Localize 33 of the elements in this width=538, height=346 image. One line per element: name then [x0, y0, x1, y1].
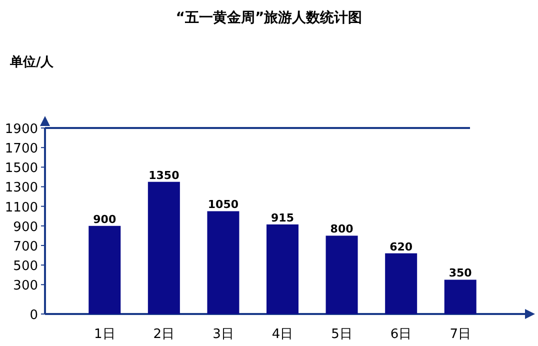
x-tick-label: 5日 — [331, 327, 352, 342]
x-tick-label: 3日 — [212, 327, 234, 342]
x-tick-label: 6日 — [390, 327, 412, 342]
bar — [326, 236, 358, 314]
y-tick-label: 1900 — [4, 122, 38, 137]
data-label: 800 — [330, 222, 354, 236]
bar — [444, 280, 476, 314]
bar — [88, 226, 121, 314]
data-label: 620 — [390, 240, 413, 254]
y-tick-label: 1300 — [4, 180, 38, 196]
bar — [385, 253, 418, 314]
bar — [148, 182, 180, 314]
x-tick-label: 2日 — [153, 327, 175, 342]
y-axis-title: 单位/人 — [9, 54, 55, 70]
y-tick-label: 900 — [13, 220, 38, 235]
x-tick-label: 7日 — [450, 327, 471, 342]
y-tick-label: 300 — [13, 278, 38, 294]
data-label: 350 — [448, 266, 472, 280]
x-tick-label: 4日 — [272, 327, 294, 342]
x-tick-label: 1日 — [94, 327, 116, 342]
y-tick-label: 1500 — [4, 161, 38, 176]
chart-title: “五一黄金周”旅游人数统计图 — [176, 9, 362, 26]
y-tick-label: 0 — [30, 308, 38, 323]
y-tick-label: 1700 — [4, 142, 38, 157]
y-tick-label: 500 — [13, 259, 38, 274]
bar — [207, 211, 240, 314]
y-tick-label: 700 — [13, 239, 38, 254]
y-tick-label: 1100 — [4, 200, 38, 216]
bar — [266, 224, 298, 314]
data-label: 900 — [93, 212, 116, 226]
data-label: 1350 — [148, 168, 180, 182]
data-label: 1050 — [208, 198, 239, 212]
data-label: 915 — [271, 211, 294, 224]
